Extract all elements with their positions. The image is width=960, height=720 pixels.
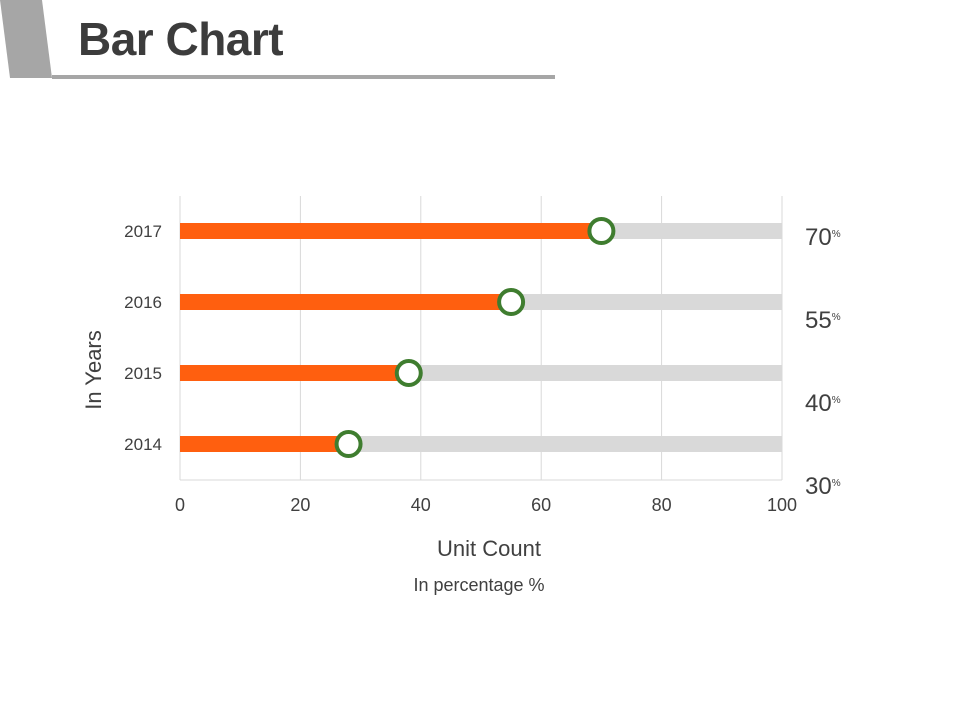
y-tick-label: 2015	[124, 364, 162, 383]
page-title: Bar Chart	[78, 13, 284, 65]
x-tick-label: 20	[290, 495, 310, 515]
bar	[180, 223, 602, 239]
bar-marker	[334, 430, 363, 458]
y-tick-label: 2016	[124, 293, 162, 312]
x-axis-title: Unit Count	[437, 536, 541, 561]
x-tick-label: 100	[767, 495, 797, 515]
x-tick-label: 80	[652, 495, 672, 515]
header-shape	[0, 0, 52, 78]
bar-marker	[394, 359, 423, 387]
data-label: 40%	[805, 390, 841, 417]
data-label: 55%	[805, 307, 841, 334]
data-label: 30%	[805, 473, 841, 500]
bar	[180, 365, 409, 381]
data-label: 70%	[805, 224, 841, 251]
bar	[180, 294, 512, 310]
y-axis-title: In Years	[81, 330, 106, 410]
x-tick-label: 60	[531, 495, 551, 515]
x-tick-label: 0	[175, 495, 185, 515]
header-underline	[52, 75, 555, 79]
y-tick-label: 2014	[124, 435, 162, 454]
y-tick-label: 2017	[124, 222, 162, 241]
bar-marker	[497, 288, 526, 316]
x-tick-label: 40	[411, 495, 431, 515]
header-accent	[0, 0, 555, 79]
bar	[180, 436, 349, 452]
x-axis-subtitle: In percentage %	[413, 575, 544, 595]
bar-marker	[587, 217, 616, 245]
